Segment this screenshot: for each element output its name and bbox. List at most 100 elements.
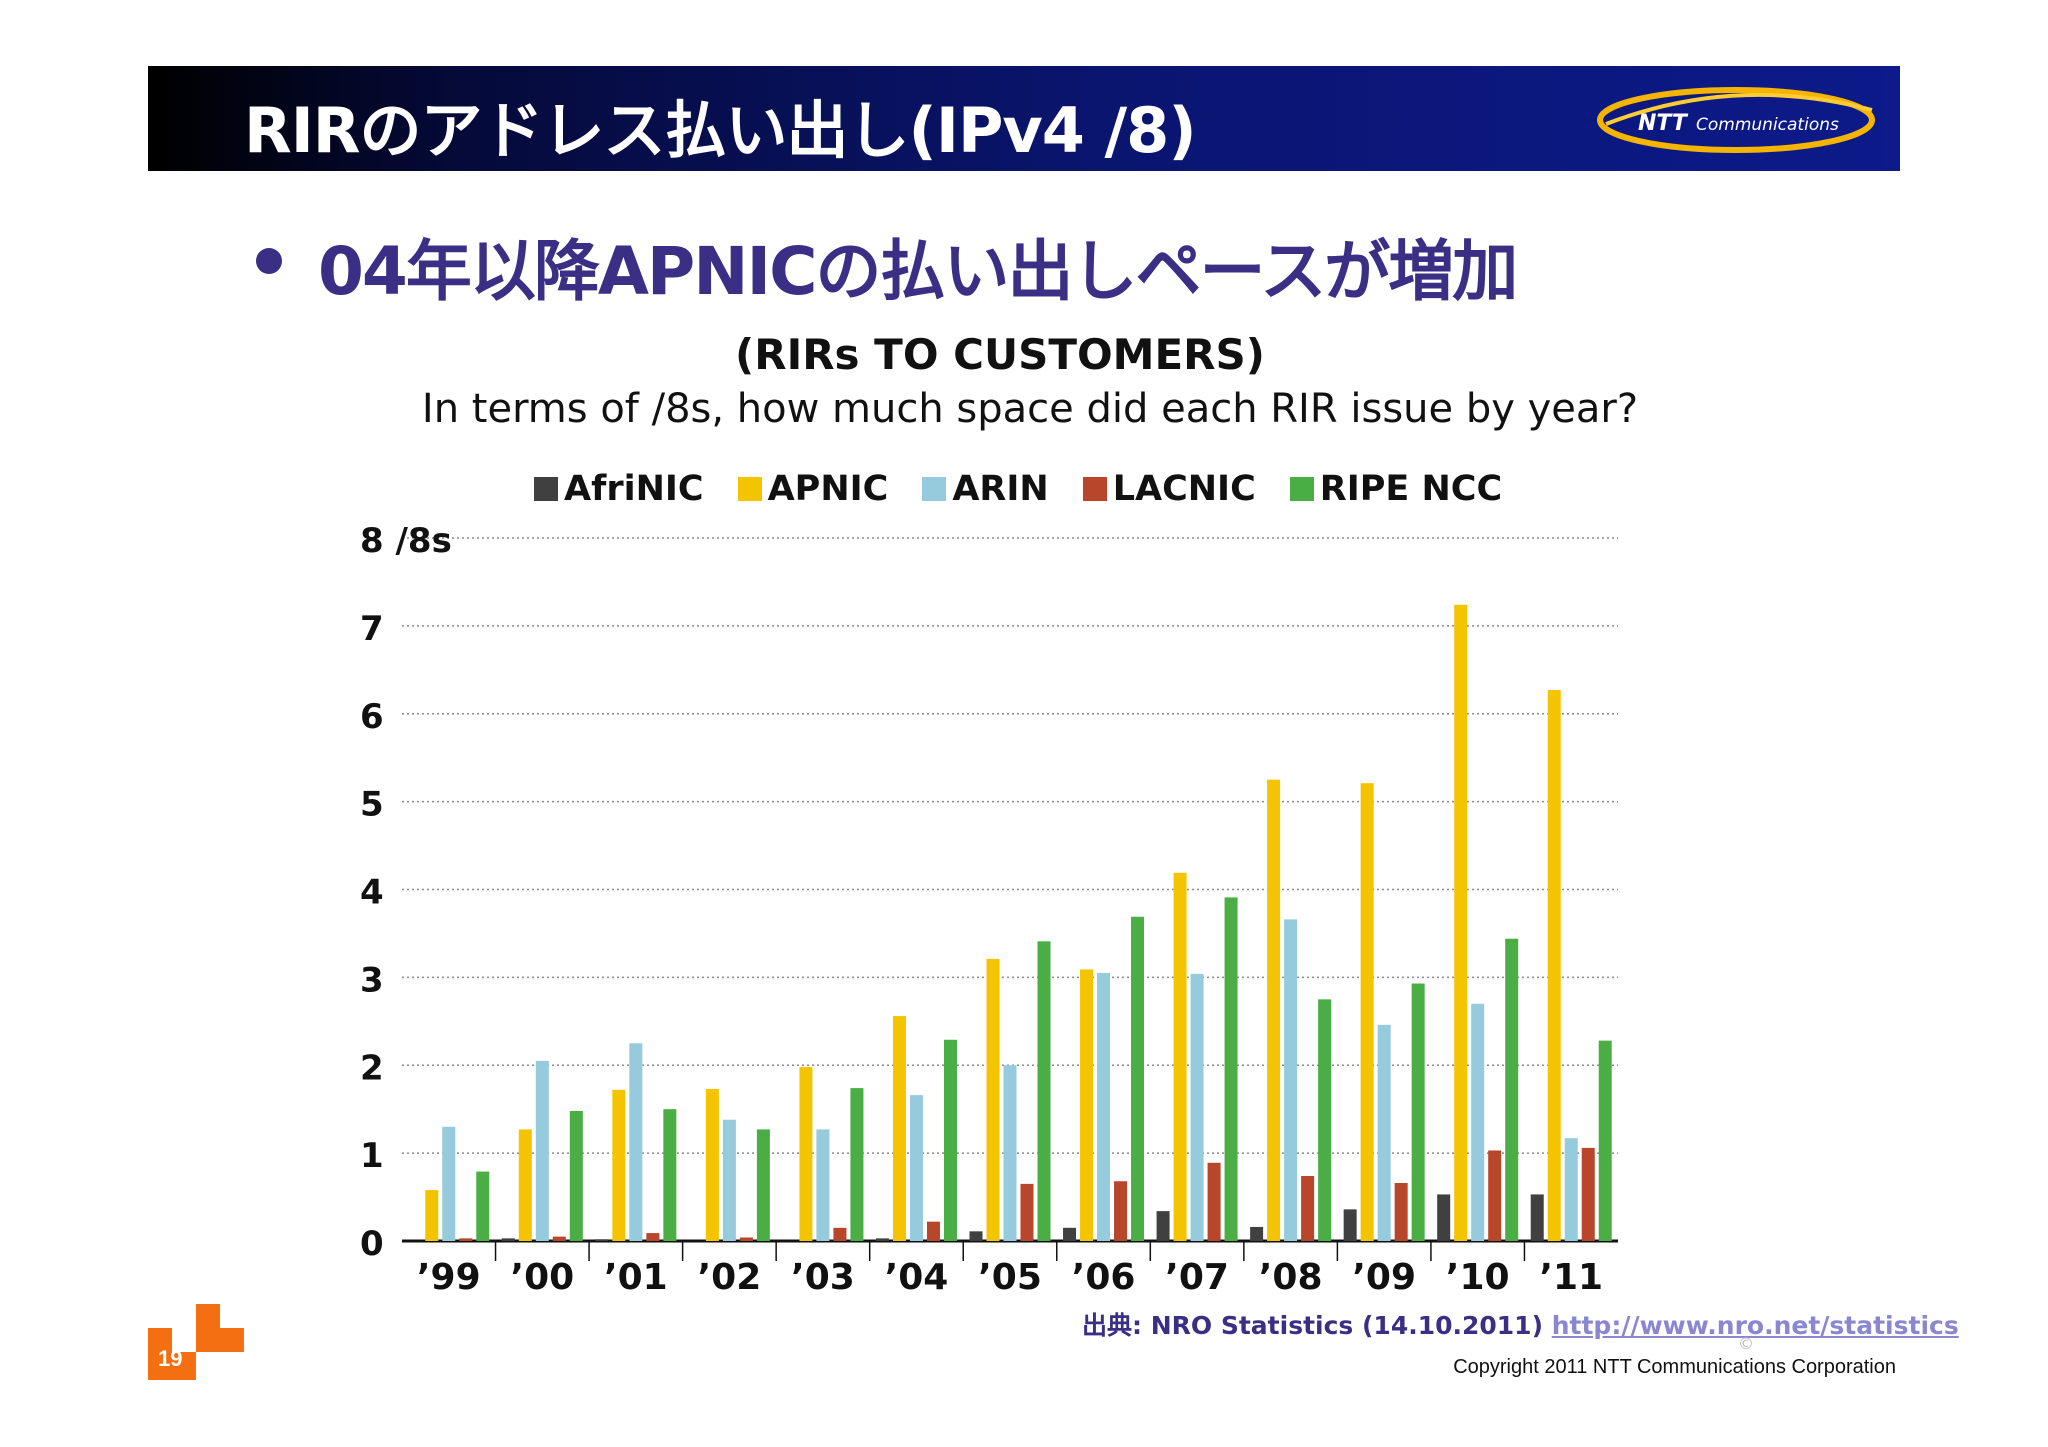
bar [1173, 872, 1187, 1241]
bar [943, 1039, 957, 1241]
bar [1581, 1147, 1595, 1241]
legend-swatch-afrinic [534, 477, 558, 501]
bar [1020, 1183, 1034, 1241]
copyright-mark: © [1738, 1334, 1754, 1353]
x-tick-label: ’07 [1165, 1257, 1229, 1298]
bar [986, 958, 1000, 1241]
legend-swatch-arin [922, 477, 947, 501]
x-tick-label: ’00 [510, 1257, 574, 1298]
bar [833, 1227, 847, 1241]
bar [552, 1236, 566, 1241]
copyright-text: Copyright 2011 NTT Communications Corpor… [1453, 1356, 1896, 1378]
bar [1267, 779, 1281, 1241]
svg-text:NTT: NTT [1638, 111, 1689, 136]
bar [1343, 1209, 1357, 1241]
chart-title: (RIRs TO CUSTOMERS) [735, 330, 1265, 379]
bar [1530, 1194, 1544, 1241]
x-tick-label: ’03 [791, 1257, 855, 1298]
y-tick-label: 3 [360, 960, 384, 1000]
legend-swatch-lacnic [1082, 477, 1107, 501]
bar [1318, 999, 1332, 1241]
legend-label-arin: ARIN [952, 469, 1049, 509]
legend-label-afrinic: AfriNIC [564, 469, 704, 509]
x-tick-label: ’08 [1259, 1257, 1323, 1298]
bar [1411, 983, 1425, 1241]
x-tick-label: ’01 [604, 1257, 668, 1298]
bar [1505, 938, 1519, 1241]
legend-label-apnic: APNIC [767, 469, 889, 509]
x-tick-label: ’99 [417, 1257, 481, 1298]
bar [535, 1060, 549, 1241]
bar [875, 1238, 889, 1241]
x-tick-label: ’09 [1352, 1257, 1416, 1298]
bar [1301, 1175, 1315, 1241]
bar [969, 1231, 983, 1241]
x-tick-label: ’06 [1072, 1257, 1136, 1298]
bar [1063, 1227, 1077, 1241]
bar [501, 1238, 515, 1241]
bar [1454, 604, 1468, 1241]
chart-subtitle: In terms of /8s, how much space did each… [421, 386, 1639, 432]
bar [1131, 916, 1145, 1241]
ntt-communications-logo: NTT Communications [1597, 87, 1875, 153]
x-tick-label: ’04 [885, 1257, 949, 1298]
y-tick-label: 1 [360, 1136, 384, 1176]
bar [1437, 1194, 1451, 1241]
bar [1097, 972, 1111, 1241]
x-tick-label: ’10 [1446, 1257, 1510, 1298]
legend-item-apnic: APNIC [737, 469, 889, 509]
bar [1488, 1150, 1502, 1241]
bar [1547, 690, 1561, 1241]
bar [909, 1095, 923, 1241]
y-tick-label: 0 [360, 1224, 384, 1264]
svg-text:Communications: Communications [1696, 115, 1839, 135]
bar [629, 1043, 643, 1241]
bar [425, 1190, 439, 1241]
bar [1471, 1003, 1485, 1241]
bar [1207, 1162, 1221, 1241]
bar [663, 1109, 677, 1241]
x-tick-label: ’05 [978, 1257, 1042, 1298]
bar [1114, 1181, 1128, 1241]
bar [1224, 897, 1238, 1241]
bar [816, 1129, 830, 1241]
bar [595, 1239, 609, 1241]
bar [612, 1089, 626, 1241]
legend-item-arin: ARIN [922, 469, 1049, 509]
legend-label-lacnic: LACNIC [1112, 469, 1256, 509]
legend-swatch-ripe-ncc [1289, 477, 1314, 501]
bar [1360, 783, 1374, 1241]
bar [850, 1088, 864, 1241]
header-bar: RIRのアドレス払い出し(IPv4 /8) NTT Communications [148, 66, 1900, 171]
y-tick-label: 7 [360, 609, 384, 649]
y-tick-label: 6 [360, 697, 384, 737]
page-number: 19 [158, 1346, 183, 1371]
legend-item-ripe-ncc: RIPE NCC [1289, 469, 1503, 509]
bar [1394, 1183, 1408, 1241]
x-tick-label: ’02 [697, 1257, 761, 1298]
y-tick-label: 5 [360, 785, 384, 825]
bar [1190, 973, 1204, 1241]
slide-title: RIRのアドレス払い出し(IPv4 /8) [244, 94, 1197, 167]
bar [722, 1119, 736, 1241]
bar [1080, 969, 1094, 1241]
legend-label-ripe-ncc: RIPE NCC [1319, 469, 1503, 509]
bar [1284, 919, 1298, 1241]
source-text: NRO Statistics (14.10.2011) [1150, 1311, 1544, 1340]
source-link[interactable]: http://www.nro.net/statistics [1551, 1311, 1959, 1340]
bar [1156, 1211, 1170, 1241]
y-tick-label: 2 [360, 1048, 384, 1088]
x-tick-label: ’11 [1539, 1257, 1603, 1298]
bullet-dot [256, 248, 282, 274]
legend-item-afrinic: AfriNIC [534, 469, 704, 509]
bar [892, 1016, 906, 1241]
page-badge-icon [148, 1304, 244, 1380]
bar [739, 1237, 753, 1241]
bar [459, 1238, 473, 1241]
bar [705, 1088, 719, 1241]
bar [569, 1110, 583, 1241]
y-tick-label: 4 [360, 873, 384, 913]
chart-legend: AfriNIC APNIC ARIN LACNIC RIPE NCC [534, 466, 1502, 512]
bar [646, 1233, 660, 1241]
